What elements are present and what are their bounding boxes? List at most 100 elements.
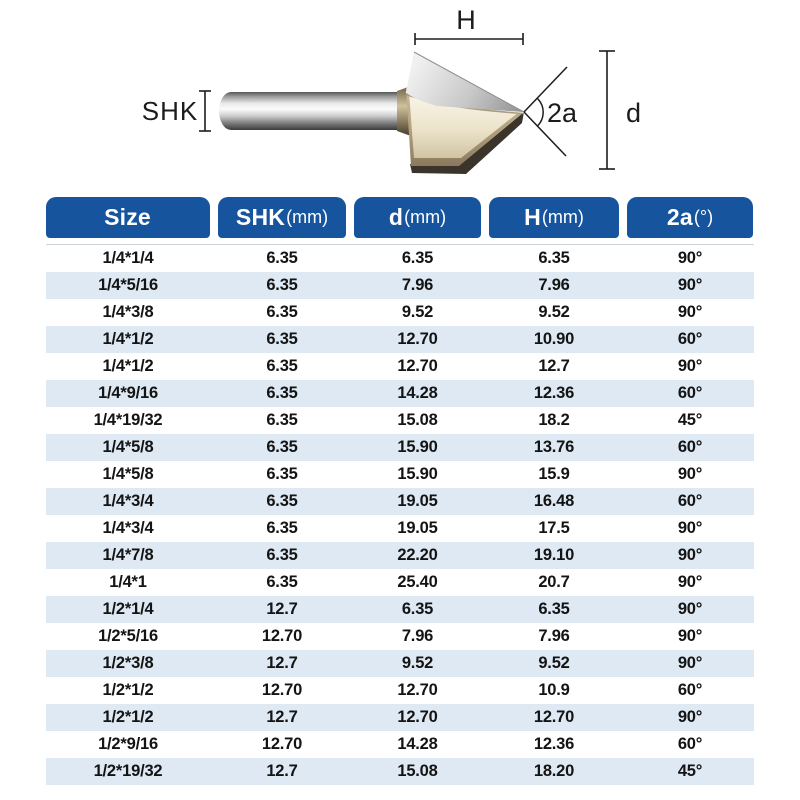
table-cell: 45° (677, 411, 703, 429)
table-cell: 15.90 (397, 465, 438, 483)
column-header-shk-label: SHK (235, 204, 286, 230)
table-row: 1/4*1/2 6.35 12.70 12.7 90° (46, 353, 754, 380)
diameter-label: d (626, 98, 641, 128)
table-cell: 6.35 (401, 249, 434, 267)
table-cell: 6.35 (266, 384, 298, 402)
table-cell: 6.35 (266, 303, 298, 321)
column-header-2a-unit: (°) (693, 207, 714, 227)
table-cell: 12.70 (533, 708, 575, 726)
table-cell: 1/2*5/16 (98, 627, 158, 645)
angle-label: 2a (547, 98, 578, 128)
table-row: 1/2*5/16 12.70 7.96 7.96 90° (46, 623, 754, 650)
table-cell: 18.20 (533, 762, 575, 780)
table-cell: 7.96 (538, 276, 570, 294)
table-cell: 6.35 (266, 573, 298, 591)
table-row: 1/4*5/8 6.35 15.90 13.76 60° (46, 434, 754, 461)
dimension-2a (523, 66, 568, 157)
table-cell: 90° (677, 303, 703, 321)
table-row: 1/2*9/16 12.70 14.28 12.36 60° (46, 731, 754, 758)
column-header-h-label: H (524, 204, 541, 230)
bit-shank (219, 92, 397, 130)
table-cell: 1/4*1/2 (102, 330, 154, 348)
table-cell: 60° (677, 681, 703, 699)
table-cell: 45° (677, 762, 703, 780)
bit-cutter-head (405, 51, 525, 174)
table-cell: 90° (677, 276, 703, 294)
table-row: 1/4*5/16 6.35 7.96 7.96 90° (46, 272, 754, 299)
table-cell: 6.35 (266, 330, 298, 348)
table-cell: 1/2*1/2 (102, 708, 154, 726)
table-cell: 10.9 (538, 681, 570, 699)
table-cell: 1/4*5/8 (102, 465, 154, 483)
table-cell: 6.35 (266, 249, 298, 267)
table-cell: 6.35 (266, 546, 298, 564)
column-header-d-label: d (388, 204, 404, 230)
table-cell: 1/4*19/32 (93, 411, 163, 429)
table-cell: 9.52 (538, 303, 570, 321)
table-cell: 15.08 (397, 762, 438, 780)
table-cell: 7.96 (401, 276, 434, 294)
table-cell: 19.05 (397, 492, 438, 510)
shank-label: SHK (142, 96, 198, 126)
table-cell: 60° (677, 438, 703, 456)
table-cell: 6.35 (266, 519, 298, 537)
table-row: 1/4*3/4 6.35 19.05 17.5 90° (46, 515, 754, 542)
column-header-size-label: Size (104, 204, 151, 230)
column-header-2a: 2a (°) (627, 197, 753, 238)
table-cell: 90° (677, 708, 703, 726)
table-cell: 12.70 (397, 681, 438, 699)
table-cell: 12.70 (261, 681, 303, 699)
table-row: 1/4*7/8 6.35 22.20 19.10 90° (46, 542, 754, 569)
column-header-shk-unit: (mm) (286, 207, 329, 227)
table-cell: 12.7 (538, 357, 570, 375)
cut-height-label: H (456, 5, 476, 35)
table-cell: 10.90 (533, 330, 575, 348)
table-cell: 90° (677, 546, 703, 564)
table-cell: 90° (677, 627, 703, 645)
table-row: 1/4*3/4 6.35 19.05 16.48 60° (46, 488, 754, 515)
column-header-d: d (mm) (354, 197, 481, 238)
router-bit-diagram: SHK H 2a d (142, 5, 641, 174)
column-header-shk: SHK (mm) (218, 197, 346, 238)
table-cell: 20.7 (538, 573, 570, 591)
table-cell: 90° (677, 519, 703, 537)
table-cell: 12.7 (266, 762, 298, 780)
table-body: 1/4*1/4 6.35 6.35 6.35 90° 1/4*5/16 6.35 7.96 7.… (46, 244, 754, 785)
table-cell: 6.35 (266, 411, 298, 429)
table-cell: 1/4*3/8 (102, 303, 154, 321)
table-cell: 12.70 (261, 735, 303, 753)
table-cell: 1/2*1/4 (102, 600, 154, 618)
table-cell: 1/4*3/4 (102, 519, 154, 537)
table-cell: 7.96 (538, 627, 570, 645)
table-cell: 90° (677, 357, 703, 375)
table-cell: 12.70 (261, 627, 303, 645)
table-cell: 1/4*5/8 (102, 438, 154, 456)
table-row: 1/2*19/32 12.7 15.08 18.20 45° (46, 758, 754, 785)
table-cell: 9.52 (538, 654, 570, 672)
table-cell: 7.96 (401, 627, 434, 645)
table-cell: 1/2*3/8 (102, 654, 154, 672)
table-cell: 19.05 (397, 519, 438, 537)
table-cell: 90° (677, 249, 703, 267)
table-row: 1/2*1/4 12.7 6.35 6.35 90° (46, 596, 754, 623)
dimension-shk (199, 90, 211, 132)
table-cell: 60° (677, 735, 703, 753)
table-cell: 6.35 (266, 465, 298, 483)
table-row: 1/4*5/8 6.35 15.90 15.9 90° (46, 461, 754, 488)
column-header-size: Size (46, 197, 210, 238)
table-row: 1/4*3/8 6.35 9.52 9.52 90° (46, 299, 754, 326)
column-header-h: H (mm) (489, 197, 619, 238)
table-cell: 6.35 (266, 438, 298, 456)
table-cell: 60° (677, 492, 703, 510)
column-header-h-unit: (mm) (541, 207, 584, 227)
table-cell: 12.70 (397, 708, 438, 726)
column-header-d-unit: (mm) (404, 207, 447, 227)
table-cell: 9.52 (401, 654, 434, 672)
table-cell: 12.36 (533, 735, 575, 753)
table-row: 1/4*1/4 6.35 6.35 6.35 90° (46, 245, 754, 272)
table-row: 1/2*1/2 12.7 12.70 12.70 90° (46, 704, 754, 731)
dimension-d (599, 50, 615, 170)
table-cell: 17.5 (538, 519, 570, 537)
table-cell: 1/4*5/16 (98, 276, 158, 294)
table-cell: 60° (677, 384, 703, 402)
